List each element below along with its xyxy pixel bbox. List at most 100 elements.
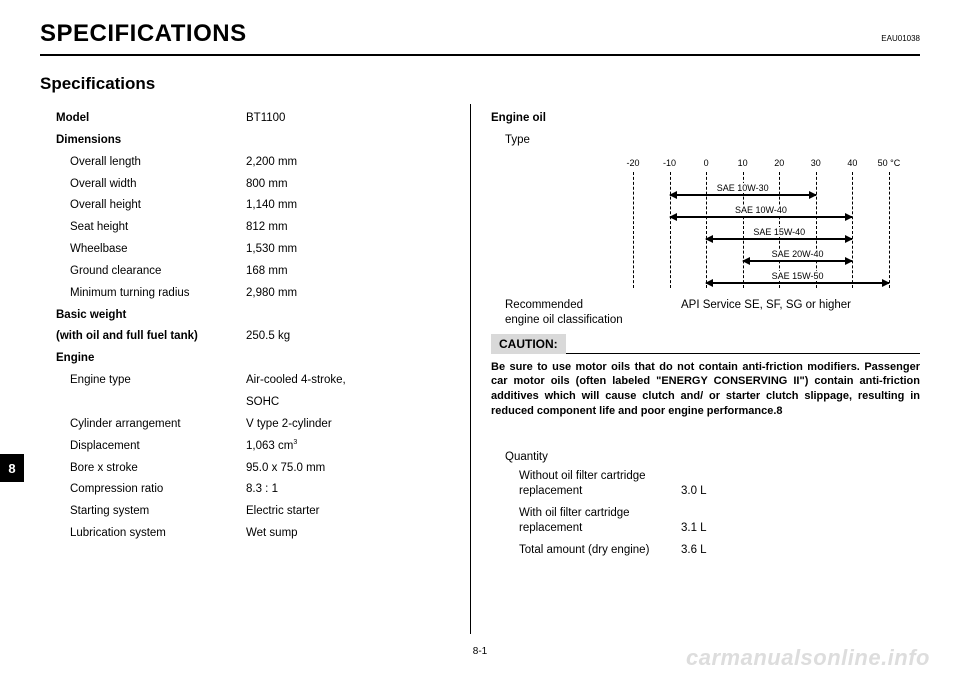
chart-tick: 40 bbox=[840, 158, 864, 168]
chart-tick: 50 °C bbox=[877, 158, 901, 168]
spec-row: With oil filter cartridge replacement3.1… bbox=[491, 506, 920, 537]
spec-row: Total amount (dry engine)3.6 L bbox=[491, 543, 920, 559]
spec-row: Compression ratio8.3 : 1 bbox=[56, 479, 460, 501]
row-model: Model BT1100 bbox=[56, 108, 460, 130]
spec-value: 95.0 x 75.0 mm bbox=[246, 458, 460, 480]
row-basic-weight: (with oil and full fuel tank) 250.5 kg bbox=[56, 326, 460, 348]
spec-label: Compression ratio bbox=[56, 479, 246, 501]
spec-label: Lubrication system bbox=[56, 523, 246, 545]
spec-row: Overall height1,140 mm bbox=[56, 195, 460, 217]
spec-label: Starting system bbox=[56, 501, 246, 523]
section-subhead: Specifications bbox=[40, 74, 920, 94]
spec-row: Wheelbase1,530 mm bbox=[56, 239, 460, 261]
spec-label: Engine type bbox=[56, 370, 246, 414]
spec-row: Cylinder arrangementV type 2-cylinder bbox=[56, 414, 460, 436]
label-engine: Engine bbox=[56, 348, 460, 370]
value-basic-weight: 250.5 kg bbox=[246, 326, 460, 348]
chart-tick: -20 bbox=[621, 158, 645, 168]
spec-row: Ground clearance168 mm bbox=[56, 261, 460, 283]
caution-label: CAUTION: bbox=[491, 334, 566, 354]
spec-label: Overall width bbox=[56, 174, 246, 196]
chart-tick: 0 bbox=[694, 158, 718, 168]
spec-value: 1,063 cm3 bbox=[246, 436, 460, 458]
oil-grade-label: SAE 10W-40 bbox=[733, 205, 789, 215]
chart-tick: 30 bbox=[804, 158, 828, 168]
oil-grade-label: SAE 15W-50 bbox=[770, 271, 826, 281]
oil-viscosity-chart: -20-1001020304050 °C SAE 10W-30SAE 10W-4… bbox=[621, 158, 901, 288]
oil-grade-label: SAE 20W-40 bbox=[770, 249, 826, 259]
oil-grade-bar: SAE 10W-40 bbox=[670, 216, 853, 218]
chart-gridline bbox=[706, 172, 707, 288]
oil-grade-label: SAE 10W-30 bbox=[715, 183, 771, 193]
spec-value: 2,980 mm bbox=[246, 283, 460, 305]
page: SPECIFICATIONS EAU01038 Specifications M… bbox=[0, 0, 960, 679]
label-basic-weight-sub: (with oil and full fuel tank) bbox=[56, 326, 246, 348]
chart-tick: 10 bbox=[731, 158, 755, 168]
spec-value: 812 mm bbox=[246, 217, 460, 239]
label-recommended-line1: Recommended bbox=[505, 299, 583, 311]
spec-value: 1,530 mm bbox=[246, 239, 460, 261]
label-recommended: Recommended engine oil classification bbox=[491, 298, 681, 328]
spec-label: Bore x stroke bbox=[56, 458, 246, 480]
quantity-list: Without oil filter cartridge replacement… bbox=[491, 469, 920, 559]
oil-grade-bar: SAE 15W-50 bbox=[706, 282, 889, 284]
spec-value: 1,140 mm bbox=[246, 195, 460, 217]
oil-grade-bar: SAE 20W-40 bbox=[743, 260, 853, 262]
spec-row: Overall length2,200 mm bbox=[56, 152, 460, 174]
columns: Model BT1100 Dimensions Overall length2,… bbox=[40, 108, 920, 634]
spec-row: Lubrication systemWet sump bbox=[56, 523, 460, 545]
spec-label: Displacement bbox=[56, 436, 246, 458]
chart-gridline bbox=[852, 172, 853, 288]
label-model: Model bbox=[56, 108, 246, 130]
spec-value: 800 mm bbox=[246, 174, 460, 196]
page-title: SPECIFICATIONS bbox=[40, 20, 247, 48]
value-model: BT1100 bbox=[246, 108, 460, 130]
spec-label: With oil filter cartridge replacement bbox=[491, 506, 681, 537]
spec-label: Minimum turning radius bbox=[56, 283, 246, 305]
spec-label: Overall height bbox=[56, 195, 246, 217]
spec-label: Total amount (dry engine) bbox=[491, 543, 681, 559]
spec-row: Starting systemElectric starter bbox=[56, 501, 460, 523]
spec-value: 3.6 L bbox=[681, 543, 920, 559]
label-dimensions: Dimensions bbox=[56, 130, 460, 152]
chapter-tab: 8 bbox=[0, 454, 24, 482]
row-type: Type bbox=[491, 130, 920, 152]
spec-row: Seat height812 mm bbox=[56, 217, 460, 239]
spec-row: Without oil filter cartridge replacement… bbox=[491, 469, 920, 500]
row-quantity: Quantity bbox=[491, 447, 920, 469]
label-type: Type bbox=[491, 130, 681, 152]
label-basic-weight: Basic weight bbox=[56, 305, 460, 327]
label-quantity: Quantity bbox=[491, 447, 681, 469]
chart-tick: 20 bbox=[767, 158, 791, 168]
chart-ticks: -20-1001020304050 °C bbox=[621, 158, 901, 168]
spec-value: Electric starter bbox=[246, 501, 460, 523]
oil-grade-bar: SAE 10W-30 bbox=[670, 194, 816, 196]
spec-label: Seat height bbox=[56, 217, 246, 239]
spec-value: Air-cooled 4-stroke,SOHC bbox=[246, 370, 460, 414]
left-column: Model BT1100 Dimensions Overall length2,… bbox=[40, 108, 470, 634]
page-number: 8-1 bbox=[473, 646, 487, 657]
dimensions-list: Overall length2,200 mmOverall width800 m… bbox=[56, 152, 460, 305]
chart-grid: SAE 10W-30 SAE 10W-40 SAE 15W-40 SAE 20W-40… bbox=[633, 172, 889, 288]
label-engine-oil: Engine oil bbox=[491, 108, 920, 130]
spec-row: Displacement1,063 cm3 bbox=[56, 436, 460, 458]
oil-grade-label: SAE 15W-40 bbox=[751, 227, 807, 237]
watermark: carmanualsonline.info bbox=[686, 645, 930, 671]
right-column: Engine oil Type -20-1001020304050 °C SAE… bbox=[471, 108, 920, 634]
chart-gridline bbox=[633, 172, 634, 288]
spec-row: Engine typeAir-cooled 4-stroke,SOHC bbox=[56, 370, 460, 414]
value-recommended: API Service SE, SF, SG or higher bbox=[681, 298, 920, 313]
spec-label: Wheelbase bbox=[56, 239, 246, 261]
chart-gridline bbox=[889, 172, 890, 288]
spec-label: Without oil filter cartridge replacement bbox=[491, 469, 681, 500]
caution-text: Be sure to use motor oils that do not co… bbox=[491, 360, 920, 419]
spec-label: Cylinder arrangement bbox=[56, 414, 246, 436]
spec-row: Overall width800 mm bbox=[56, 174, 460, 196]
header-row: SPECIFICATIONS EAU01038 bbox=[40, 20, 920, 48]
engine-list: Engine typeAir-cooled 4-stroke,SOHCCylin… bbox=[56, 370, 460, 545]
chart-gridline bbox=[670, 172, 671, 288]
row-recommended: Recommended engine oil classification AP… bbox=[491, 298, 920, 328]
spec-label: Overall length bbox=[56, 152, 246, 174]
spec-value: V type 2-cylinder bbox=[246, 414, 460, 436]
spec-value: 8.3 : 1 bbox=[246, 479, 460, 501]
